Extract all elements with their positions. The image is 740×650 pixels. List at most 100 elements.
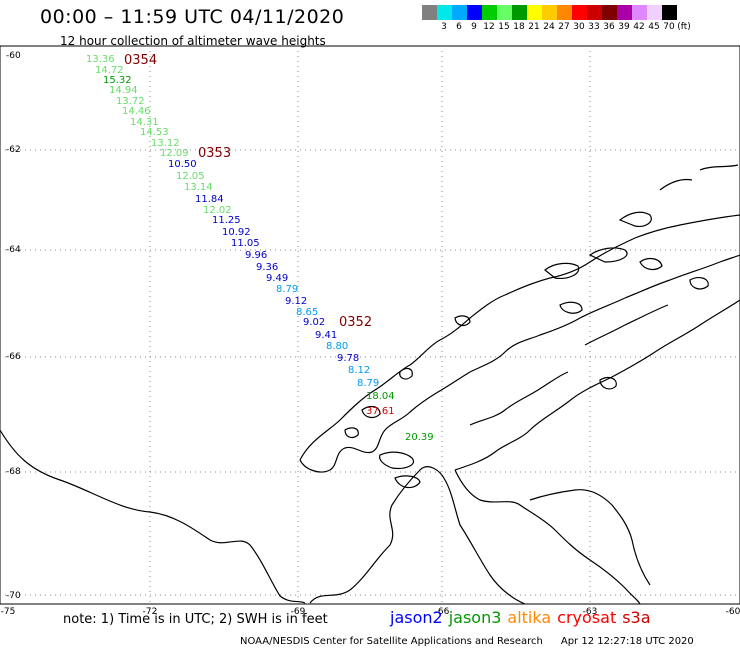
legend-swatch xyxy=(647,5,662,20)
latitude-label: -66 xyxy=(6,352,21,362)
legend-label: 15 xyxy=(498,22,510,32)
observation-value: 10.92 xyxy=(222,227,251,238)
observation-value: 37.61 xyxy=(366,406,395,417)
pass-label: 0352 xyxy=(339,315,372,330)
legend-label: 42 xyxy=(633,22,645,32)
observation-value: 12.09 xyxy=(160,148,189,159)
credit-line: NOAA/NESDIS Center for Satellite Applica… xyxy=(240,636,694,647)
longitude-label: -69 xyxy=(291,607,306,617)
observation-value: 20.39 xyxy=(405,432,434,443)
legend-swatch xyxy=(482,5,497,20)
latitude-label: -70 xyxy=(6,591,21,601)
legend-swatch xyxy=(602,5,617,20)
legend-swatch xyxy=(512,5,527,20)
observation-value: 11.05 xyxy=(231,238,260,249)
legend-label: 39 xyxy=(618,22,630,32)
satellite-name: jason3 xyxy=(448,608,502,627)
observation-value: 8.65 xyxy=(296,307,318,318)
credit-text: NOAA/NESDIS Center for Satellite Applica… xyxy=(240,636,543,647)
legend-label: 33 xyxy=(588,22,600,32)
observation-value: 9.02 xyxy=(303,317,325,328)
observation-value: 15.32 xyxy=(103,75,132,86)
coastline xyxy=(0,164,740,605)
observation-value: 14.53 xyxy=(140,127,169,138)
observation-value: 9.41 xyxy=(315,330,337,341)
observation-value: 12.05 xyxy=(176,171,205,182)
satellite-name: jason2 xyxy=(390,608,443,627)
observation-value: 8.80 xyxy=(326,341,348,352)
legend-swatch xyxy=(587,5,602,20)
observation-value: 13.12 xyxy=(151,138,180,149)
wave-height-observations: 13.3614.7215.3214.9413.7214.4614.3114.53… xyxy=(86,54,434,443)
longitude-labels: -75 -72 -69 -66 -63 -60 xyxy=(1,607,740,617)
page-title: 00:00 – 11:59 UTC 04/11/2020 xyxy=(40,6,345,28)
footer-note: note: 1) Time is in UTC; 2) SWH is in fe… xyxy=(63,612,328,627)
legend-label: 9 xyxy=(471,22,477,32)
latitude-label: -60 xyxy=(6,51,21,61)
observation-value: 14.46 xyxy=(122,106,151,117)
legend-label: 24 xyxy=(543,22,555,32)
legend-swatch xyxy=(542,5,557,20)
legend-label: 45 xyxy=(648,22,660,32)
pass-label: 0354 xyxy=(124,53,157,68)
legend-swatch xyxy=(572,5,587,20)
observation-value: 14.94 xyxy=(109,85,138,96)
legend-swatch xyxy=(557,5,572,20)
satellite-name: altika xyxy=(507,608,552,627)
latitude-label: -68 xyxy=(6,467,21,477)
pass-label: 0353 xyxy=(198,146,231,161)
legend-label: 3 xyxy=(441,22,447,32)
map-frame xyxy=(0,45,740,605)
legend-swatch xyxy=(632,5,647,20)
observation-value: 11.84 xyxy=(195,194,224,205)
latitude-label: -62 xyxy=(6,145,21,155)
latitude-labels: -60 -62 -64 -66 -68 -70 xyxy=(6,51,21,601)
observation-value: 8.12 xyxy=(348,365,370,376)
longitude-label: -60 xyxy=(726,607,740,617)
legend-swatch xyxy=(617,5,632,20)
longitude-label: -72 xyxy=(143,607,158,617)
longitude-label: -66 xyxy=(435,607,450,617)
satellite-legend: jason2 jason3 altika cryosat s3a xyxy=(390,608,657,627)
observation-value: 8.79 xyxy=(357,378,379,389)
longitude-label: -63 xyxy=(583,607,598,617)
color-legend-labels: 3 6 9 12 15 18 21 24 27 30 33 36 39 42 45 70 (ft) xyxy=(422,22,740,34)
page-subtitle: 12 hour collection of altimeter wave hei… xyxy=(60,34,326,48)
observation-value: 9.49 xyxy=(266,273,288,284)
satellite-name: s3a xyxy=(622,608,651,627)
longitude-label: -75 xyxy=(1,607,16,617)
graticule xyxy=(0,46,740,604)
legend-swatch xyxy=(422,5,437,20)
legend-label: (ft) xyxy=(677,22,691,32)
observation-value: 11.25 xyxy=(212,215,241,226)
legend-label: 21 xyxy=(528,22,540,32)
observation-value: 14.72 xyxy=(95,65,124,76)
legend-swatch xyxy=(662,5,677,20)
legend-swatch xyxy=(527,5,542,20)
observation-value: 9.78 xyxy=(337,353,359,364)
legend-swatch xyxy=(467,5,482,20)
legend-label: 12 xyxy=(483,22,495,32)
observation-value: 13.14 xyxy=(184,182,213,193)
pass-labels: 0354 0353 0352 xyxy=(124,53,372,330)
legend-label: 30 xyxy=(573,22,585,32)
legend-label: 27 xyxy=(558,22,570,32)
observation-value: 13.72 xyxy=(116,96,145,107)
observation-value: 10.50 xyxy=(168,159,197,170)
legend-label: 36 xyxy=(603,22,615,32)
observation-value: 9.36 xyxy=(256,262,278,273)
legend-label: 70 xyxy=(663,22,675,32)
observation-value: 12.02 xyxy=(203,205,232,216)
observation-value: 13.36 xyxy=(86,54,115,65)
legend-swatch xyxy=(452,5,467,20)
observation-value: 18.04 xyxy=(366,391,395,402)
legend-label: 18 xyxy=(513,22,525,32)
timestamp: Apr 12 12:27:18 UTC 2020 xyxy=(560,636,694,647)
legend-swatch xyxy=(497,5,512,20)
observation-value: 9.96 xyxy=(245,250,267,261)
observation-value: 8.79 xyxy=(276,284,298,295)
satellite-name: cryosat xyxy=(557,608,617,627)
observation-value: 14.31 xyxy=(130,117,159,128)
legend-label: 6 xyxy=(456,22,462,32)
